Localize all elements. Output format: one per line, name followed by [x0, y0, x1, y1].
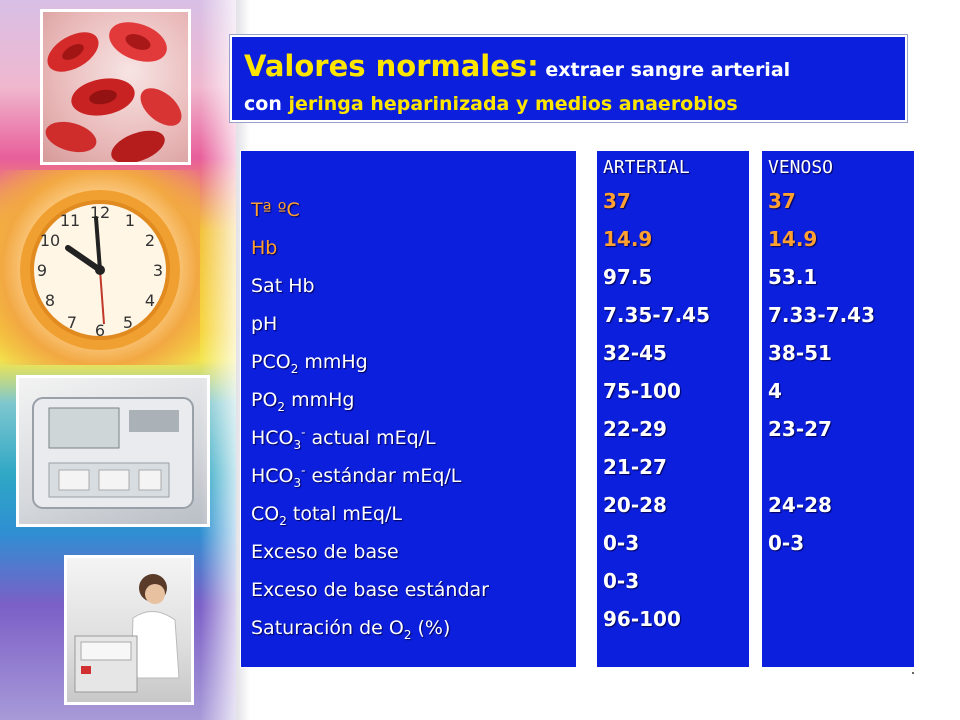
- arterial-value: 7.35-7.45: [603, 303, 710, 327]
- arterial-value: 32-45: [603, 341, 667, 365]
- svg-text:9: 9: [37, 261, 47, 280]
- svg-text:12: 12: [90, 203, 110, 222]
- parameters-panel: Tª ºC Hb Sat Hb pH PCO2 mmHg PO2 mmHg HC…: [240, 150, 577, 668]
- venoso-value: 7.33-7.43: [768, 303, 875, 327]
- venoso-value: [768, 448, 914, 486]
- arterial-value: 37: [603, 189, 631, 213]
- venoso-value: [768, 562, 914, 600]
- svg-text:6: 6: [95, 321, 105, 340]
- title-line2-highlight: jeringa heparinizada y medios anaerobios: [288, 93, 738, 115]
- param-base-excess: Exceso de base: [251, 541, 399, 563]
- venoso-value: 14.9: [768, 227, 818, 251]
- title-line-2: con jeringa heparinizada y medios anaero…: [244, 91, 893, 117]
- title-line2-prefix: con: [244, 93, 289, 115]
- param-co2-total: CO2 total mEq/L: [251, 503, 402, 528]
- venoso-value: 38-51: [768, 341, 832, 365]
- venoso-value: 24-28: [768, 493, 832, 517]
- arterial-value: 20-28: [603, 493, 667, 517]
- venoso-header: VENOSO: [768, 157, 834, 178]
- param-hb: Hb: [251, 237, 278, 259]
- venoso-value: 4: [768, 379, 782, 403]
- arterial-value: 97.5: [603, 265, 653, 289]
- title-main: Valores normales:: [244, 49, 539, 83]
- title-line-1: Valores normales: extraer sangre arteria…: [244, 46, 893, 91]
- lab-technician-image: [64, 555, 194, 705]
- svg-text:4: 4: [145, 291, 155, 310]
- param-sat-hb: Sat Hb: [251, 275, 315, 297]
- param-pco2: PCO2 mmHg: [251, 351, 368, 376]
- blood-gas-analyzer-image: [16, 375, 210, 527]
- arterial-value: 75-100: [603, 379, 681, 403]
- param-po2: PO2 mmHg: [251, 389, 355, 414]
- venoso-panel: VENOSO 37 14.9 53.1 7.33-7.43 38-51 4 23…: [761, 150, 915, 668]
- svg-text:5: 5: [123, 313, 133, 332]
- venoso-value: 53.1: [768, 265, 818, 289]
- arterial-value: 0-3: [603, 531, 640, 555]
- venoso-value: [768, 600, 914, 638]
- venoso-value: 37: [768, 189, 796, 213]
- svg-text:11: 11: [60, 211, 80, 230]
- svg-text:3: 3: [153, 261, 163, 280]
- arterial-value: 22-29: [603, 417, 667, 441]
- arterial-panel: ARTERIAL 37 14.9 97.5 7.35-7.45 32-45 75…: [596, 150, 750, 668]
- svg-text:7: 7: [67, 313, 77, 332]
- svg-text:8: 8: [45, 291, 55, 310]
- arterial-value: 0-3: [603, 569, 640, 593]
- svg-text:1: 1: [125, 211, 135, 230]
- venoso-value: 23-27: [768, 417, 832, 441]
- param-o2-saturation: Saturación de O2 (%): [251, 617, 451, 642]
- arterial-header: ARTERIAL: [603, 157, 690, 178]
- title-rest: extraer sangre arterial: [538, 59, 791, 81]
- svg-text:10: 10: [40, 231, 60, 250]
- slide-dot: [912, 672, 914, 674]
- svg-text:2: 2: [145, 231, 155, 250]
- param-hco3-standard: HCO3- estándar mEq/L: [251, 463, 462, 490]
- arterial-value: 96-100: [603, 607, 681, 631]
- param-hco3-actual: HCO3- actual mEq/L: [251, 425, 436, 452]
- venoso-value: 0-3: [768, 531, 805, 555]
- arterial-value: 14.9: [603, 227, 653, 251]
- arterial-value: 21-27: [603, 455, 667, 479]
- param-temperature: Tª ºC: [251, 199, 300, 221]
- param-standard-base-excess: Exceso de base estándar: [251, 579, 489, 601]
- red-blood-cells-image: [40, 9, 191, 165]
- title-box: Valores normales: extraer sangre arteria…: [230, 35, 907, 122]
- param-ph: pH: [251, 313, 278, 335]
